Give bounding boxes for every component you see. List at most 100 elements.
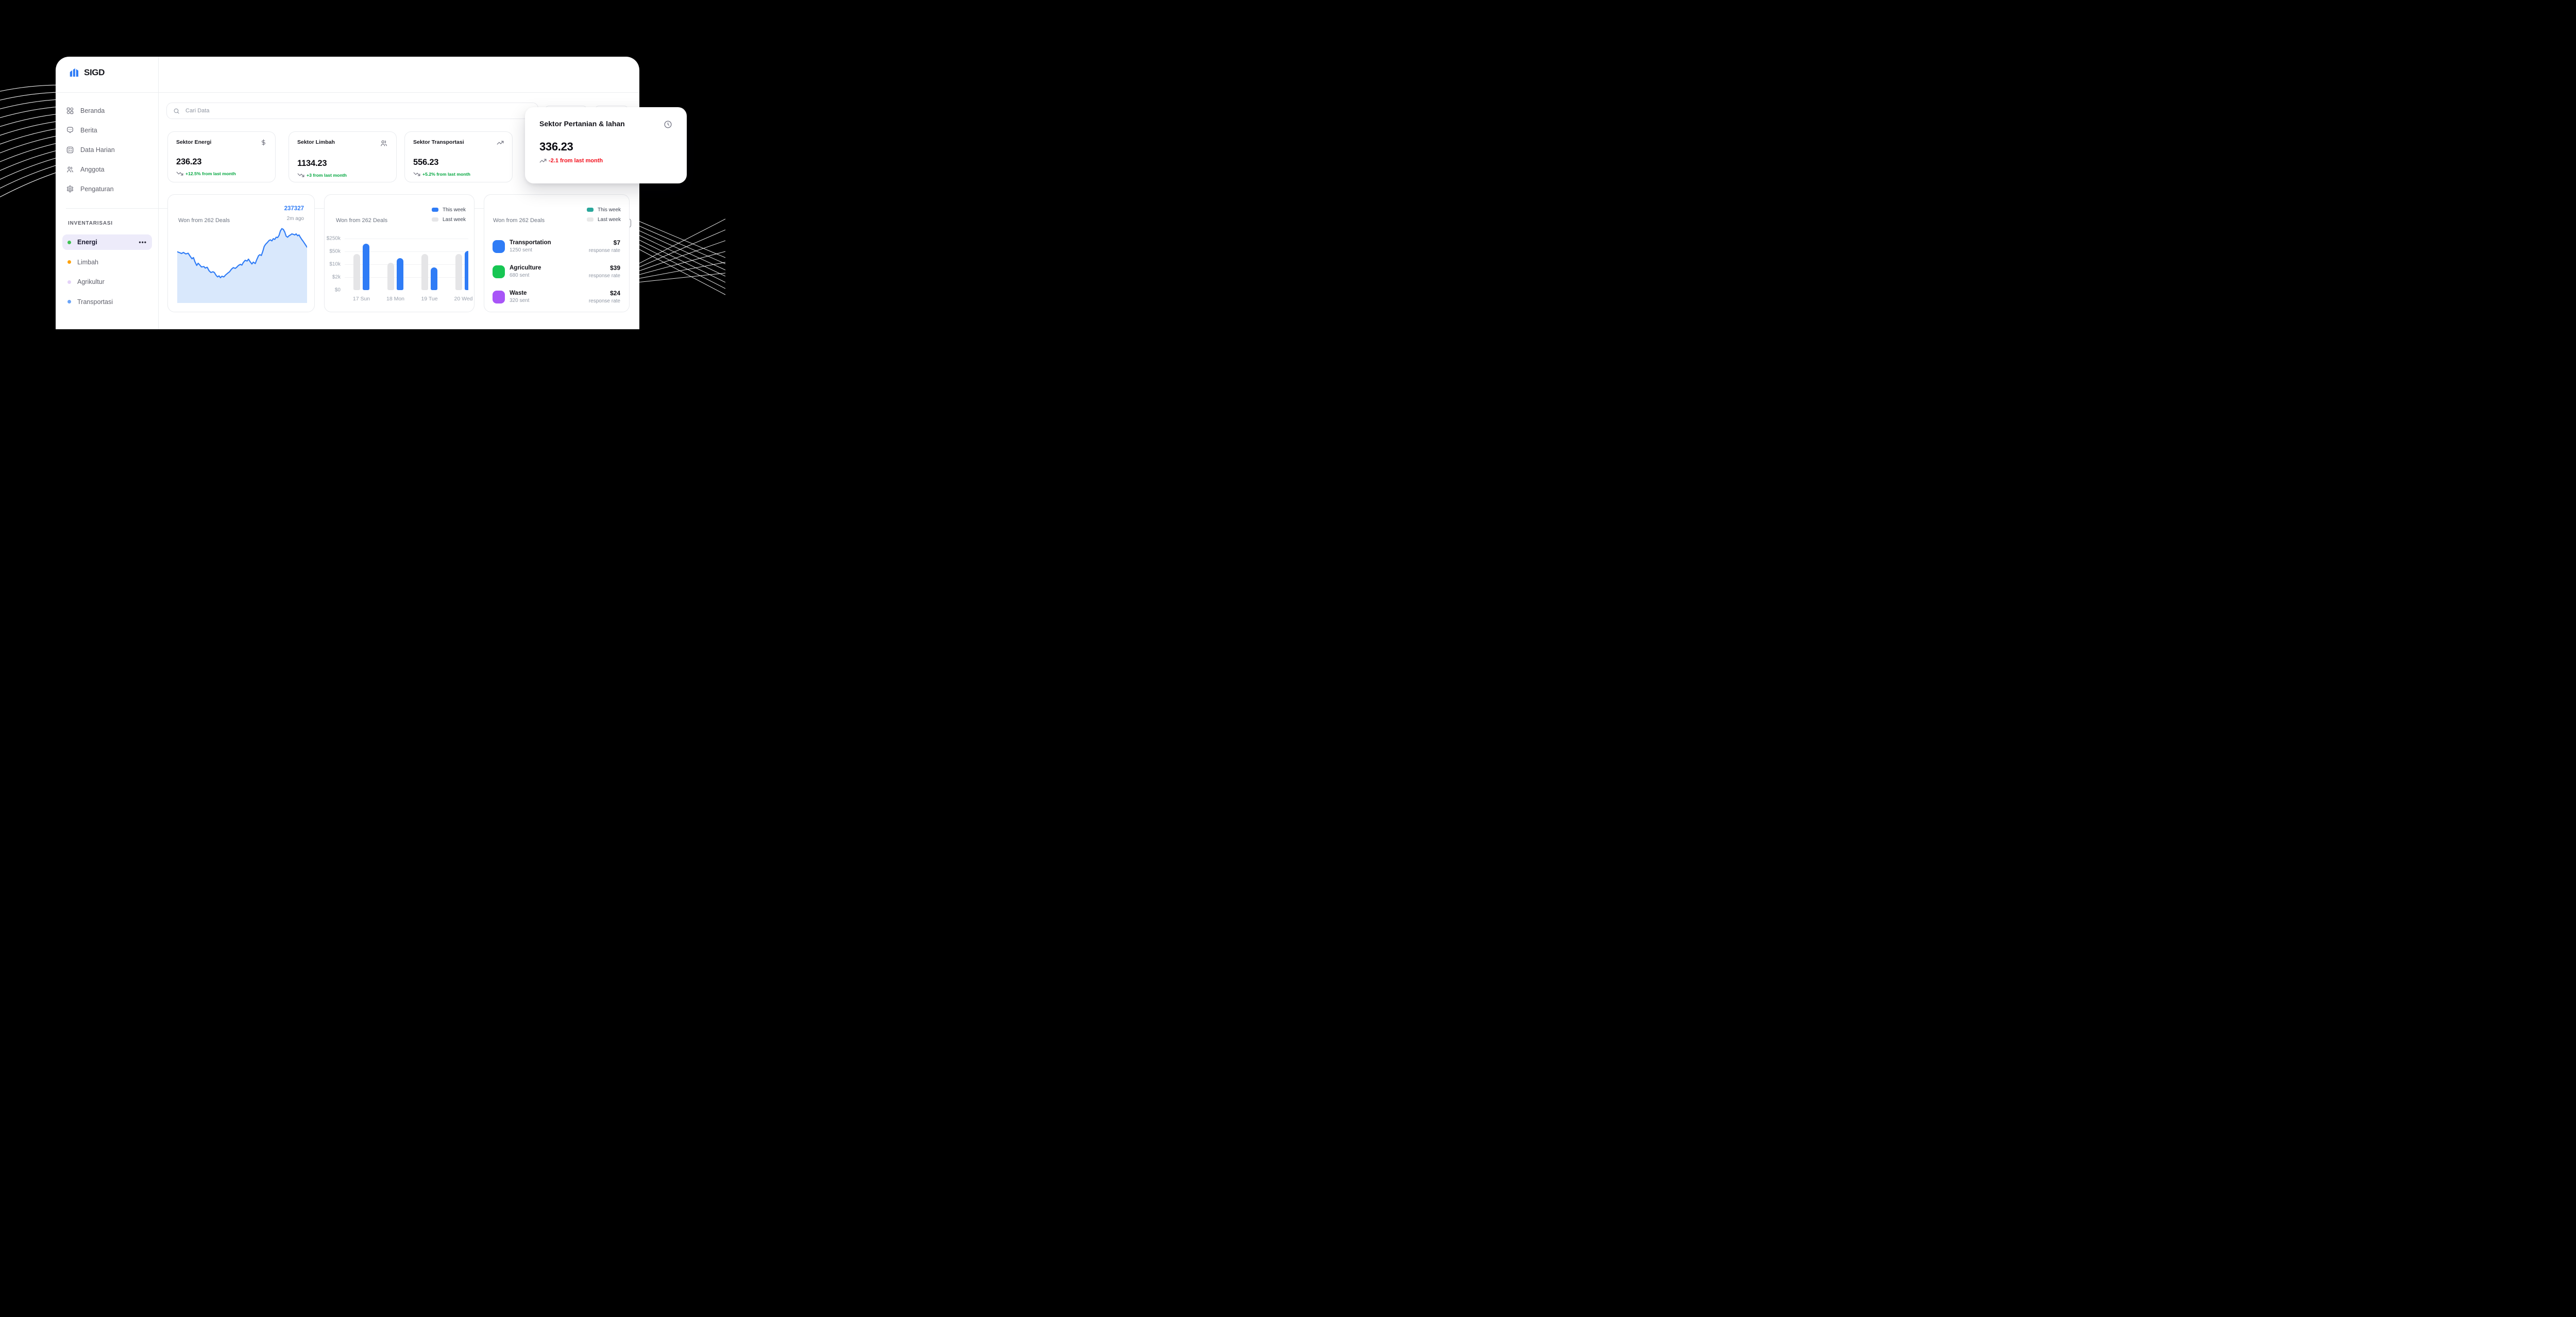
header-divider — [56, 92, 639, 93]
list-item-waste[interactable]: Waste 320 sent $24 response rate — [493, 290, 620, 304]
background-waves-left — [0, 85, 62, 197]
screen: SIGD Beranda Berita Data Harian Anggota Peng… — [0, 0, 725, 329]
response-list-card: Won from 262 Deals This week Last week Tr… — [484, 194, 630, 312]
bar-last-week[interactable] — [353, 254, 360, 290]
stat-value: 556.23 — [413, 158, 439, 167]
inventory-item-energi[interactable]: Energi ••• — [62, 234, 152, 250]
y-axis-label: $50k — [329, 248, 341, 255]
bar-this-week[interactable] — [431, 267, 437, 290]
sidebar-item-berita[interactable]: Berita — [66, 124, 148, 137]
list-item-agriculture[interactable]: Agriculture 680 sent $39 response rate — [493, 264, 620, 279]
y-axis-label: $0 — [334, 287, 341, 293]
category-chip — [493, 265, 505, 278]
search-input[interactable] — [184, 107, 532, 114]
sidebar-item-label: Anggota — [80, 166, 105, 173]
legend-label: This week — [597, 207, 621, 213]
users-icon — [380, 139, 388, 147]
bar-chart-legend: This week Last week — [431, 206, 466, 226]
bar-chart-card: Won from 262 Deals This week Last week $2… — [324, 194, 474, 312]
chat-icon — [66, 126, 74, 134]
y-axis-label: $2k — [332, 274, 341, 280]
legend-label: Last week — [597, 216, 621, 223]
color-dot — [67, 300, 71, 303]
stat-value: 1134.23 — [297, 159, 327, 168]
bar-this-week[interactable] — [363, 244, 369, 290]
line-chart-card: Won from 262 Deals 237327 2m ago — [167, 194, 315, 312]
line-chart-updated: 2m ago — [286, 216, 304, 222]
x-axis-label: 17 Sun — [352, 296, 370, 302]
y-axis-label: $10k — [329, 261, 341, 267]
highlight-card-title: Sektor Pertanian & lahan — [539, 120, 625, 128]
stat-delta: +3 from last month — [297, 172, 388, 179]
sidebar-menu: Beranda Berita Data Harian Anggota Pengatura… — [66, 104, 148, 202]
line-chart-title: Won from 262 Deals — [178, 217, 230, 224]
trend-down-icon — [413, 171, 420, 178]
sidebar-item-beranda[interactable]: Beranda — [66, 104, 148, 117]
search-bar — [166, 103, 538, 119]
legend-chip — [586, 207, 594, 212]
color-dot — [67, 280, 71, 284]
bar-chart-plot[interactable] — [345, 239, 468, 290]
stat-delta: +5.2% from last month — [413, 171, 504, 178]
color-dot — [67, 240, 71, 244]
sidebar-item-pengaturan[interactable]: Pengaturan — [66, 182, 148, 196]
sigd-logo-icon — [69, 67, 80, 78]
stat-delta: +12.5% from last month — [176, 170, 267, 177]
bar-last-week[interactable] — [387, 262, 394, 290]
legend-chip — [431, 207, 438, 212]
inventory-item-agrikultur[interactable]: Agrikultur — [62, 274, 152, 290]
stat-card-0[interactable]: Sektor Energi 236.23 +12.5% from last mo… — [167, 131, 276, 182]
highlight-card-sektor-pertanian[interactable]: Sektor Pertanian & lahan 336.23 -2.1 fro… — [525, 107, 687, 183]
x-axis-label: 19 Tue — [421, 296, 438, 302]
trend-down-icon — [176, 170, 183, 177]
bar-this-week[interactable] — [465, 250, 468, 290]
sidebar-item-label: Beranda — [80, 107, 105, 114]
inventory-item-limbah[interactable]: Limbah — [62, 255, 152, 270]
trend-up-icon — [539, 157, 547, 164]
item-menu-icon[interactable]: ••• — [139, 239, 147, 246]
x-axis-label: 18 Mon — [386, 296, 405, 302]
stat-card-1[interactable]: Sektor Limbah 1134.23 +3 from last month — [289, 131, 397, 182]
sidebar-divider — [158, 57, 159, 329]
legend-chip — [431, 217, 438, 222]
sidebar-item-anggota[interactable]: Anggota — [66, 163, 148, 176]
dollar-icon — [260, 139, 267, 146]
trend-down-icon — [297, 172, 304, 179]
users-icon — [66, 165, 74, 174]
sidebar-item-label: Data Harian — [80, 146, 115, 154]
sidebar-item-label: Pengaturan — [80, 185, 114, 193]
bar-this-week[interactable] — [397, 258, 403, 290]
sidebar-item-data-harian[interactable]: Data Harian — [66, 143, 148, 157]
gear-icon — [66, 185, 74, 193]
bar-last-week[interactable] — [455, 254, 462, 290]
checklist-icon — [66, 146, 74, 154]
legend-label: This week — [442, 207, 466, 213]
legend-chip — [586, 217, 594, 222]
list-item-transportation[interactable]: Transportation 1250 sent $7 response rate — [493, 239, 620, 254]
line-chart-current-value: 237327 — [284, 206, 304, 212]
clock-icon — [664, 120, 672, 129]
category-chip — [493, 240, 505, 253]
grid-icon — [66, 107, 74, 115]
bar-chart-title: Won from 262 Deals — [336, 217, 388, 224]
bar-last-week[interactable] — [421, 254, 428, 290]
highlight-card-delta: -2.1 from last month — [539, 157, 672, 164]
sidebar-item-label: Berita — [80, 127, 97, 134]
search-icon — [173, 108, 180, 114]
y-axis-label: $250k — [326, 235, 341, 242]
background-waves-right — [637, 218, 725, 295]
brand-logo[interactable]: SIGD — [69, 67, 105, 78]
inventory-list: Energi ••• Limbah Agrikultur Transportas… — [62, 234, 152, 314]
stat-value: 236.23 — [176, 157, 202, 166]
inventory-section-label: INVENTARISASI — [68, 220, 113, 226]
highlight-card-value: 336.23 — [539, 140, 573, 153]
area-line-chart[interactable] — [177, 226, 307, 303]
x-axis-label: 20 Wed — [454, 296, 473, 302]
category-chip — [493, 290, 505, 303]
list-card-title: Won from 262 Deals — [493, 217, 545, 224]
legend-label: Last week — [442, 216, 466, 223]
stat-card-2[interactable]: Sektor Transportasi 556.23 +5.2% from la… — [404, 131, 513, 182]
inventory-item-transportasi[interactable]: Transportasi — [62, 294, 152, 310]
brand-name: SIGD — [84, 67, 105, 77]
trend-up-icon — [497, 139, 504, 146]
